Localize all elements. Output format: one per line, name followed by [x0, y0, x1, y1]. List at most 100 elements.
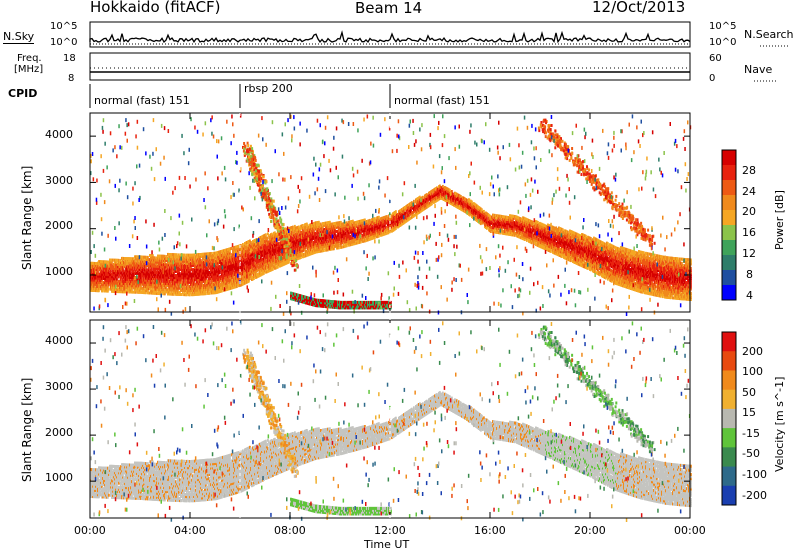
- power-cell: [145, 257, 147, 261]
- power-cell: [232, 273, 234, 277]
- power-cell: [130, 286, 132, 290]
- power-cell: [132, 269, 134, 273]
- power-cell: [136, 286, 138, 290]
- power-cell: [201, 271, 203, 275]
- power-cell: [143, 286, 145, 290]
- power-cell: [187, 287, 189, 290]
- power-cell: [192, 270, 194, 274]
- power-cell: [236, 274, 238, 278]
- power-cell: [236, 245, 238, 249]
- power-cell: [174, 284, 176, 288]
- power-cell: [210, 283, 212, 287]
- power-cell: [211, 283, 213, 287]
- power-cell: [137, 259, 139, 263]
- power-cell: [195, 259, 197, 263]
- power-cell: [140, 261, 142, 265]
- power-cell: [181, 259, 183, 263]
- power-cell: [182, 253, 184, 257]
- power-cell: [201, 286, 203, 290]
- power-cell: [132, 261, 134, 265]
- power-cell: [163, 284, 165, 287]
- power-cell: [240, 254, 242, 258]
- power-cell: [212, 254, 214, 257]
- power-cell: [128, 259, 130, 263]
- power-cell: [168, 292, 170, 296]
- power-cell: [214, 289, 216, 293]
- power-cell: [91, 276, 93, 280]
- power-cell: [191, 274, 193, 278]
- power-cell: [111, 281, 113, 285]
- power-cell: [208, 271, 210, 274]
- power-cell: [218, 277, 220, 281]
- power-cell: [125, 284, 127, 288]
- power-cell: [197, 271, 199, 275]
- power-cell: [226, 273, 228, 277]
- noise-right-tick-top: 10^5: [709, 21, 736, 32]
- power-cell: [165, 273, 167, 277]
- power-cell: [128, 271, 130, 275]
- power-cell: [135, 272, 137, 275]
- power-cell: [227, 283, 229, 287]
- power-cell: [146, 278, 148, 282]
- power-cell: [206, 260, 208, 264]
- power-cell: [177, 263, 179, 267]
- power-cell: [181, 288, 183, 292]
- power-cell: [125, 273, 127, 277]
- power-cell: [237, 263, 239, 267]
- power-cell: [120, 271, 122, 275]
- power-cell: [238, 257, 240, 261]
- power-cell: [161, 258, 163, 262]
- power-cell: [153, 256, 155, 260]
- vel-cb-tick-m50: -50: [742, 447, 760, 460]
- power-cell: [180, 293, 182, 296]
- power-cell: [188, 278, 190, 282]
- power-cell: [212, 278, 214, 282]
- power-cell: [193, 259, 195, 263]
- power-cell: [193, 270, 195, 274]
- power-cell: [236, 282, 238, 286]
- power-cell: [221, 268, 223, 272]
- power-cell: [227, 250, 229, 254]
- power-cell: [223, 270, 225, 274]
- power-cell: [192, 278, 194, 282]
- power-cell: [186, 262, 188, 265]
- power-cell: [158, 289, 160, 293]
- power-cell: [194, 288, 196, 292]
- power-cell: [202, 292, 204, 296]
- power-cell: [223, 278, 225, 282]
- power-cell: [172, 263, 174, 267]
- power-cell: [229, 255, 231, 259]
- power-cell: [154, 281, 156, 285]
- power-cell: [125, 263, 127, 267]
- power-cell: [144, 289, 146, 292]
- power-cell: [191, 284, 193, 288]
- power-cell: [178, 286, 180, 290]
- power-cell: [114, 269, 116, 273]
- power-cell: [158, 267, 160, 270]
- power-cell: [162, 261, 164, 264]
- power-cell: [139, 263, 141, 267]
- power-cell: [207, 266, 209, 270]
- power-cell: [95, 274, 97, 278]
- power-cell: [134, 286, 136, 290]
- power-cell: [176, 286, 178, 290]
- power-cell: [203, 265, 205, 269]
- power-cell: [190, 287, 192, 290]
- nave-tick-top: 60: [709, 53, 722, 64]
- power-cell: [212, 256, 214, 259]
- power-cell: [116, 283, 118, 287]
- power-cell: [150, 262, 152, 266]
- power-cell: [118, 283, 120, 287]
- power-cell: [225, 273, 227, 277]
- power-cell: [203, 269, 205, 273]
- power-cell: [105, 268, 107, 272]
- power-cell: [109, 277, 111, 281]
- power-cell: [238, 273, 240, 277]
- power-cell: [186, 289, 188, 292]
- power-cell: [237, 253, 239, 257]
- power-cell: [228, 262, 230, 266]
- power-cell: [120, 290, 122, 294]
- power-cell: [169, 292, 171, 296]
- power-cell: [238, 244, 240, 248]
- power-cell: [196, 278, 198, 282]
